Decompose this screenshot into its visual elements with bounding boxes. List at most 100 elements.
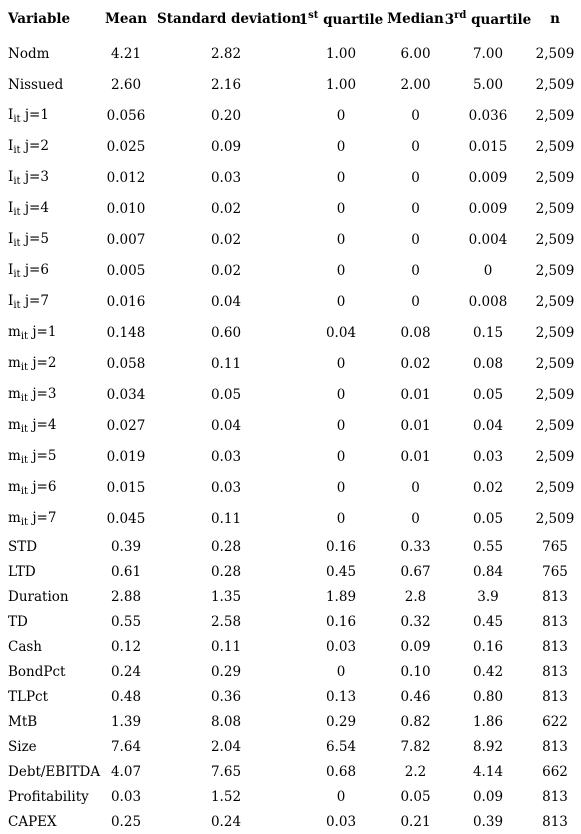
n-cell: 2,509 bbox=[535, 107, 575, 124]
n-cell: 2,509 bbox=[535, 510, 575, 527]
standard-deviation-cell: 1.35 bbox=[210, 588, 242, 605]
variable-name: I bbox=[8, 106, 14, 123]
third-quartile-cell: 0.04 bbox=[472, 417, 504, 434]
table-row: mit j=4 0.027 0.04 0 0.01 0.04 2,509 bbox=[1, 410, 578, 441]
variable-name: BondPct bbox=[8, 663, 66, 680]
variable-name: Size bbox=[8, 738, 37, 755]
variable-cell: BondPct bbox=[1, 659, 95, 684]
variable-index: j=6 bbox=[28, 478, 57, 495]
table-row: LTD 0.61 0.28 0.45 0.67 0.84 765 bbox=[1, 559, 578, 584]
median-cell: 0.02 bbox=[400, 355, 431, 372]
median-cell: 2.8 bbox=[404, 588, 427, 605]
standard-deviation-cell: 0.24 bbox=[210, 813, 242, 830]
mean-cell: 0.03 bbox=[110, 788, 142, 805]
third-quartile-cell: 0.008 bbox=[468, 293, 508, 310]
standard-deviation-cell: 0.04 bbox=[210, 293, 242, 310]
n-cell: 622 bbox=[542, 713, 568, 730]
mean-cell: 0.015 bbox=[106, 479, 146, 496]
variable-name: TLPct bbox=[8, 688, 49, 705]
n-cell: 813 bbox=[542, 688, 568, 705]
header-first-quartile: 1st quartile bbox=[295, 0, 387, 38]
variable-index: j=7 bbox=[20, 292, 49, 309]
header-median-text: Median bbox=[387, 11, 444, 27]
n-cell: 2,509 bbox=[535, 45, 575, 62]
variable-cell: Cash bbox=[1, 634, 95, 659]
table-row: Iit j=3 0.012 0.03 0 0 0.009 2,509 bbox=[1, 162, 578, 193]
variable-cell: Size bbox=[1, 734, 95, 759]
mean-cell: 0.39 bbox=[110, 538, 142, 555]
header-standard-deviation-text: Standard deviation bbox=[157, 11, 301, 27]
third-quartile-cell: 0 bbox=[483, 262, 493, 279]
first-quartile-cell: 0 bbox=[336, 479, 346, 496]
n-cell: 2,509 bbox=[535, 448, 575, 465]
table-row: mit j=3 0.034 0.05 0 0.01 0.05 2,509 bbox=[1, 379, 578, 410]
variable-index: j=5 bbox=[20, 230, 49, 247]
first-quartile-cell: 0.03 bbox=[325, 813, 357, 830]
variable-cell: TLPct bbox=[1, 684, 95, 709]
variable-index: j=2 bbox=[20, 137, 49, 154]
table-row: Duration 2.88 1.35 1.89 2.8 3.9 813 bbox=[1, 584, 578, 609]
first-quartile-cell: 0 bbox=[336, 138, 346, 155]
mean-cell: 7.64 bbox=[110, 738, 142, 755]
standard-deviation-cell: 8.08 bbox=[210, 713, 242, 730]
third-quartile-cell: 4.14 bbox=[472, 763, 504, 780]
third-quartile-cell: 0.02 bbox=[472, 479, 504, 496]
n-cell: 813 bbox=[542, 663, 568, 680]
median-cell: 0.32 bbox=[400, 613, 431, 630]
standard-deviation-cell: 0.11 bbox=[210, 510, 242, 527]
n-cell: 2,509 bbox=[535, 324, 575, 341]
first-quartile-cell: 0.29 bbox=[325, 713, 357, 730]
third-quartile-cell: 0.16 bbox=[472, 638, 504, 655]
variable-name: I bbox=[8, 261, 14, 278]
mean-cell: 0.48 bbox=[110, 688, 142, 705]
variable-name: Nodm bbox=[8, 45, 50, 62]
standard-deviation-cell: 0.04 bbox=[210, 417, 242, 434]
variable-cell: MtB bbox=[1, 709, 95, 734]
table-row: Nissued 2.60 2.16 1.00 2.00 5.00 2,509 bbox=[1, 69, 578, 100]
table-row: CAPEX 0.25 0.24 0.03 0.21 0.39 813 bbox=[1, 809, 578, 834]
header-n: n bbox=[532, 0, 578, 38]
table-body: Nodm 4.21 2.82 1.00 6.00 7.00 2,509 Nissued 2.60… bbox=[1, 38, 578, 834]
median-cell: 0.82 bbox=[400, 713, 431, 730]
variable-subscript: it bbox=[13, 299, 21, 311]
variable-cell: Nissued bbox=[1, 69, 95, 100]
variable-cell: mit j=5 bbox=[1, 441, 95, 472]
standard-deviation-cell: 0.11 bbox=[210, 638, 242, 655]
variable-name: m bbox=[8, 509, 21, 526]
mean-cell: 0.034 bbox=[106, 386, 146, 403]
table-row: Profitability 0.03 1.52 0 0.05 0.09 813 bbox=[1, 784, 578, 809]
first-quartile-cell: 0 bbox=[336, 107, 346, 124]
mean-cell: 0.058 bbox=[106, 355, 146, 372]
table-row: mit j=2 0.058 0.11 0 0.02 0.08 2,509 bbox=[1, 348, 578, 379]
first-quartile-cell: 0 bbox=[336, 788, 346, 805]
variable-subscript: it bbox=[20, 330, 29, 342]
standard-deviation-cell: 1.52 bbox=[210, 788, 242, 805]
third-quartile-cell: 0.004 bbox=[468, 231, 508, 248]
first-quartile-cell: 0.68 bbox=[325, 763, 357, 780]
variable-subscript: it bbox=[20, 392, 29, 404]
mean-cell: 0.025 bbox=[106, 138, 146, 155]
variable-cell: mit j=6 bbox=[1, 472, 95, 503]
median-cell: 0.01 bbox=[400, 448, 431, 465]
standard-deviation-cell: 0.09 bbox=[210, 138, 242, 155]
mean-cell: 0.007 bbox=[106, 231, 146, 248]
first-quartile-cell: 0.16 bbox=[325, 538, 357, 555]
mean-cell: 0.010 bbox=[106, 200, 146, 217]
median-cell: 0 bbox=[411, 293, 420, 310]
variable-name: m bbox=[8, 385, 21, 402]
third-quartile-cell: 0.42 bbox=[472, 663, 504, 680]
variable-cell: mit j=1 bbox=[1, 317, 95, 348]
standard-deviation-cell: 0.02 bbox=[210, 262, 242, 279]
variable-cell: Debt/EBITDA bbox=[1, 759, 100, 784]
table-row: BondPct 0.24 0.29 0 0.10 0.42 813 bbox=[1, 659, 578, 684]
n-cell: 2,509 bbox=[535, 76, 575, 93]
mean-cell: 4.07 bbox=[110, 763, 142, 780]
header-median: Median bbox=[387, 0, 444, 38]
variable-index: j=3 bbox=[28, 385, 57, 402]
median-cell: 0 bbox=[411, 479, 420, 496]
variable-cell: Profitability bbox=[1, 784, 95, 809]
variable-cell: Iit j=1 bbox=[1, 100, 95, 131]
variable-subscript: it bbox=[13, 206, 21, 218]
median-cell: 0.01 bbox=[400, 417, 431, 434]
standard-deviation-cell: 0.03 bbox=[210, 479, 242, 496]
